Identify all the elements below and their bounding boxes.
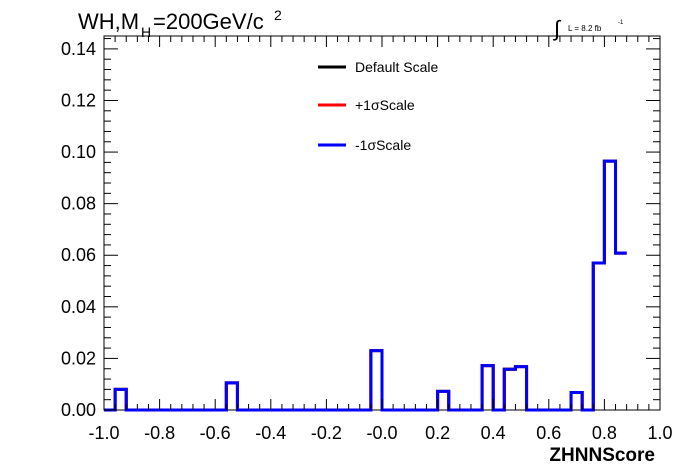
- x-tick-label: 0.6: [536, 423, 561, 443]
- series-line-defaultscale: [104, 159, 627, 412]
- luminosity-text: L = 8.2 fb: [568, 24, 602, 33]
- x-tick-label: -0.0: [366, 423, 397, 443]
- x-tick-label: -0.2: [311, 423, 342, 443]
- y-tick-label: 0.08: [61, 194, 96, 214]
- y-axis: 0.00 0.02 0.04 0.06 0.08 0.10 0.12 0.14: [61, 38, 660, 420]
- legend-label: +1σScale: [355, 97, 415, 113]
- title-subscript: H: [141, 24, 151, 40]
- x-tick-label: 0.4: [481, 423, 506, 443]
- title-rest: =200GeV/c: [153, 9, 264, 34]
- x-tick-label: -1.0: [88, 423, 119, 443]
- x-tick-label: 0.8: [592, 423, 617, 443]
- series-line--1scale: [104, 159, 627, 412]
- legend: Default Scale +1σScale -1σScale: [318, 59, 438, 153]
- series-layer: [104, 159, 627, 412]
- chart-title: WH,M H =200GeV/c 2: [78, 7, 282, 40]
- title-main: WH,M: [78, 9, 139, 34]
- y-tick-label: 0.12: [61, 90, 96, 110]
- luminosity-label: ∫ L = 8.2 fb -1: [552, 16, 624, 41]
- x-tick-label: 0.2: [425, 423, 450, 443]
- integral-symbol: ∫: [552, 16, 562, 41]
- y-tick-label: 0.02: [61, 348, 96, 368]
- legend-label: -1σScale: [355, 137, 411, 153]
- x-tick-label: -0.6: [200, 423, 231, 443]
- x-tick-label: 1.0: [647, 423, 672, 443]
- x-tick-label: -0.4: [255, 423, 286, 443]
- y-tick-label: 0.06: [61, 245, 96, 265]
- y-tick-label: 0.10: [61, 142, 96, 162]
- title-superscript: 2: [274, 7, 282, 23]
- legend-label: Default Scale: [355, 59, 438, 75]
- y-tick-label: 0.00: [61, 400, 96, 420]
- x-axis-title: ZHNNScore: [549, 445, 655, 466]
- series-line-+1scale: [104, 159, 627, 412]
- y-tick-label: 0.14: [61, 39, 96, 59]
- x-tick-label: -0.8: [144, 423, 175, 443]
- y-tick-label: 0.04: [61, 297, 96, 317]
- x-axis: -1.0 -0.8 -0.6 -0.4 -0.2 -0.0 0.2 0.4 0.6 0.8 1.0: [88, 36, 673, 443]
- luminosity-superscript: -1: [618, 20, 624, 26]
